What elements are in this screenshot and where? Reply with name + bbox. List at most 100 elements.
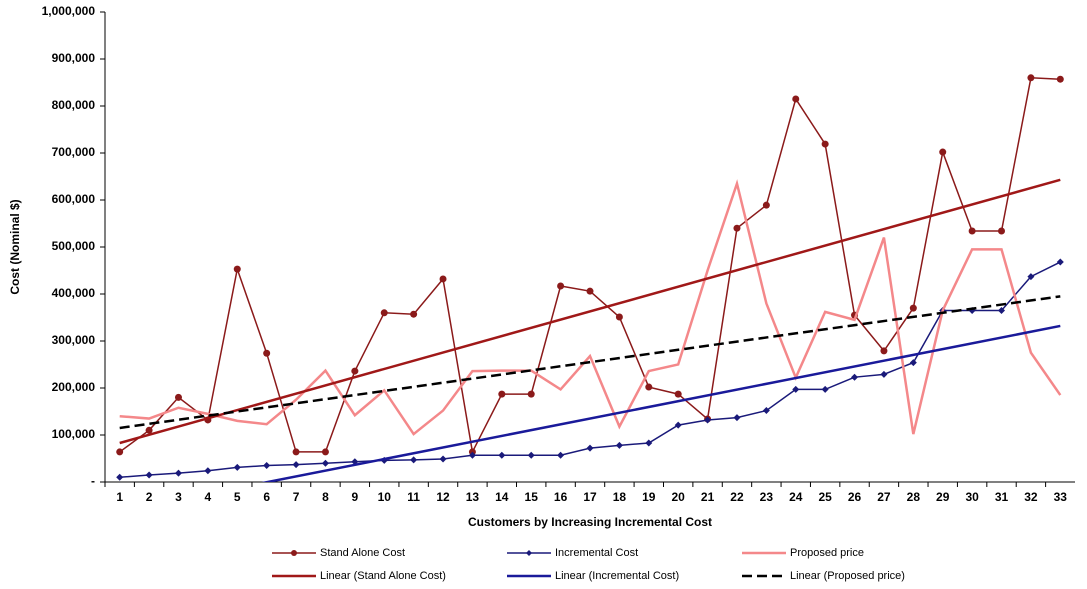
point [615,313,623,321]
x-tick-label: 21 [701,490,715,504]
legend-marker [526,550,532,556]
point [233,463,241,471]
point [615,441,623,449]
x-tick-label: 8 [322,490,329,504]
x-tick-label: 7 [293,490,300,504]
point [1056,258,1064,266]
point [439,275,447,283]
x-tick-label: 13 [466,490,480,504]
point [821,140,829,148]
point [410,456,418,464]
point [116,448,124,456]
y-tick-label: 100,000 [52,427,96,441]
legend-label: Linear (Stand Alone Cost) [320,570,446,582]
x-tick-label: 11 [407,490,420,504]
x-axis-title: Customers by Increasing Incremental Cost [468,515,712,529]
y-tick-label: 500,000 [52,239,96,253]
point [851,373,859,381]
x-tick-label: 29 [936,490,950,504]
point [998,227,1006,235]
x-tick-label: 6 [263,490,270,504]
y-tick-label: 300,000 [52,333,96,347]
point [410,310,418,318]
x-tick-label: 24 [789,490,803,504]
legend-label: Incremental Cost [555,547,638,559]
legend-marker [291,550,297,556]
x-tick-label: 16 [554,490,568,504]
y-tick-label: 1,000,000 [42,4,96,18]
point [468,451,476,459]
series-line [119,179,1062,436]
point [439,455,447,463]
point [733,224,741,232]
plot-area [116,74,1064,482]
point [1027,74,1035,82]
trend-line [119,295,1061,430]
x-tick-label: 33 [1054,490,1068,504]
x-tick-label: 3 [175,490,182,504]
x-tick-label: 5 [234,490,241,504]
x-tick-label: 15 [525,490,539,504]
point [233,265,241,273]
y-tick-label: - [91,474,95,488]
legend-label: Proposed price [790,547,864,559]
x-tick-label: 19 [642,490,656,504]
x-tick-label: 27 [877,490,891,504]
point [674,421,682,429]
point [968,227,976,235]
y-tick-label: 700,000 [52,145,96,159]
y-axis-title: Cost (Nominal $) [8,199,22,294]
legend-label: Linear (Proposed price) [790,570,905,582]
x-tick-label: 4 [205,490,212,504]
point [204,467,212,475]
point [909,304,917,312]
point [380,309,388,317]
x-tick-label: 1 [116,490,123,504]
point [880,370,888,378]
point [645,383,653,391]
point [792,385,800,393]
point [998,306,1006,314]
point [527,451,535,459]
legend-label: Stand Alone Cost [320,547,405,559]
point [1027,273,1035,281]
point [674,390,682,398]
point [880,347,888,355]
trend-line [261,324,1061,482]
point [645,439,653,447]
x-tick-label: 28 [907,490,921,504]
x-tick-label: 22 [730,490,744,504]
y-tick-label: 600,000 [52,192,96,206]
y-tick-label: 200,000 [52,380,96,394]
point [321,448,329,456]
point [145,471,153,479]
x-tick-label: 12 [436,490,450,504]
point [821,385,829,393]
point [174,469,182,477]
point [939,148,947,156]
point [704,416,712,424]
x-tick-label: 14 [495,490,509,504]
y-tick-label: 900,000 [52,51,96,65]
x-tick-label: 25 [818,490,832,504]
point [498,390,506,398]
point [498,451,506,459]
point [762,407,770,415]
point [263,349,271,357]
point [557,282,565,290]
point [292,461,300,469]
x-tick-label: 2 [146,490,153,504]
x-tick-label: 9 [352,490,359,504]
x-tick-label: 17 [583,490,597,504]
x-tick-label: 10 [378,490,392,504]
point [586,444,594,452]
point [527,390,535,398]
point [1056,75,1064,83]
x-tick-label: 18 [613,490,627,504]
series-line [119,77,1061,455]
x-tick-label: 23 [760,490,774,504]
legend-label: Linear (Incremental Cost) [555,570,679,582]
x-tick-label: 31 [995,490,1009,504]
point [145,426,153,434]
